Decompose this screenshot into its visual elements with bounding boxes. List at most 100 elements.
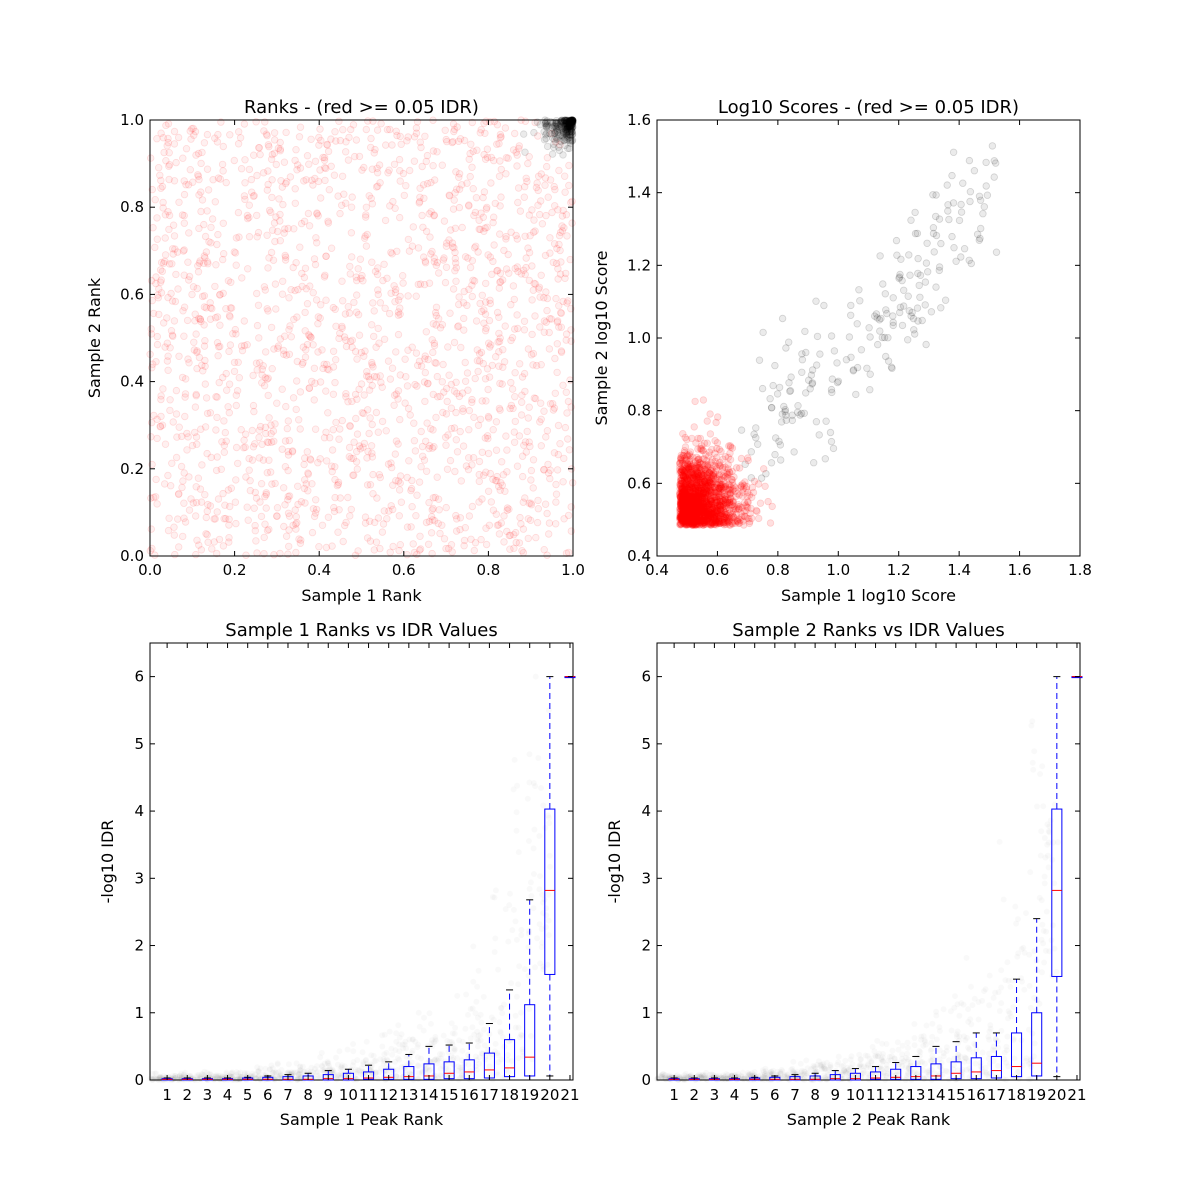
data-point — [390, 401, 398, 409]
data-point — [495, 482, 503, 491]
data-point — [324, 409, 332, 417]
data-point — [336, 1048, 342, 1054]
data-point — [416, 545, 425, 553]
data-point — [218, 373, 227, 382]
data-point — [351, 347, 360, 356]
data-point — [527, 751, 533, 757]
data-point — [450, 127, 458, 136]
data-point — [181, 390, 190, 398]
data-point — [474, 248, 482, 256]
data-point — [889, 321, 897, 330]
data-point — [319, 1050, 325, 1056]
data-point — [778, 314, 787, 323]
data-point — [376, 299, 385, 307]
data-point — [379, 276, 387, 285]
data-point — [491, 1017, 497, 1023]
data-point — [254, 228, 263, 237]
data-point — [296, 123, 305, 131]
data-point — [256, 422, 265, 431]
data-point — [179, 154, 187, 162]
data-point — [387, 459, 395, 467]
data-point — [435, 506, 443, 514]
data-point — [156, 422, 165, 430]
y-tick-label: 1.0 — [120, 111, 144, 129]
data-point — [900, 286, 908, 294]
data-point — [258, 1065, 264, 1071]
data-point — [381, 304, 389, 312]
data-point — [166, 344, 174, 352]
data-point — [429, 494, 437, 502]
data-point — [557, 309, 565, 317]
data-point — [309, 1065, 315, 1071]
data-point — [545, 530, 553, 538]
data-point — [469, 1024, 475, 1030]
data-point — [198, 461, 206, 469]
data-point — [416, 193, 424, 201]
data-point — [422, 328, 430, 336]
data-point — [397, 140, 405, 148]
data-point — [542, 211, 550, 220]
data-point — [382, 141, 390, 149]
data-point — [344, 303, 352, 311]
data-point — [531, 312, 539, 320]
data-point — [537, 271, 545, 279]
data-point — [446, 309, 454, 317]
data-point — [161, 343, 169, 351]
data-point — [432, 1076, 438, 1082]
data-point — [410, 133, 419, 141]
data-point — [333, 481, 341, 490]
data-point — [157, 392, 165, 400]
data-point — [348, 253, 356, 261]
data-point — [725, 485, 733, 493]
data-point — [408, 242, 417, 250]
data-point — [534, 505, 542, 513]
data-point — [251, 488, 259, 497]
data-point — [169, 250, 177, 258]
data-point — [525, 248, 534, 257]
data-point — [546, 815, 552, 821]
data-point — [249, 192, 258, 200]
data-point — [487, 179, 495, 187]
data-point — [725, 442, 733, 450]
data-point — [303, 300, 312, 308]
data-point — [175, 423, 183, 431]
data-point — [159, 133, 167, 142]
data-point — [180, 303, 189, 311]
data-point — [240, 341, 249, 350]
data-point — [512, 231, 520, 240]
data-point — [370, 149, 378, 157]
data-point — [369, 470, 377, 479]
data-point — [345, 133, 353, 142]
data-point — [705, 448, 714, 456]
data-point — [881, 290, 889, 298]
data-point — [455, 293, 463, 301]
data-point — [181, 518, 190, 526]
data-point — [365, 192, 373, 200]
data-point — [833, 378, 842, 387]
data-point — [482, 279, 490, 288]
data-point — [737, 454, 746, 463]
data-point — [546, 234, 554, 242]
data-point — [268, 150, 276, 159]
data-point — [895, 274, 903, 282]
data-point — [177, 432, 186, 441]
data-point — [208, 545, 216, 553]
data-point — [412, 512, 420, 520]
data-point — [237, 426, 245, 434]
data-point — [416, 280, 425, 288]
data-point — [282, 402, 290, 411]
data-point — [452, 259, 460, 267]
data-point — [565, 446, 574, 454]
data-point — [541, 181, 549, 189]
data-point — [679, 430, 687, 438]
data-point — [547, 864, 553, 870]
data-point — [219, 142, 227, 151]
data-point — [250, 191, 258, 200]
data-point — [200, 259, 208, 267]
data-point — [755, 356, 764, 364]
data-point — [327, 135, 335, 143]
data-point — [384, 169, 392, 177]
data-point — [394, 395, 402, 403]
data-point — [402, 373, 410, 381]
data-point — [522, 263, 530, 272]
